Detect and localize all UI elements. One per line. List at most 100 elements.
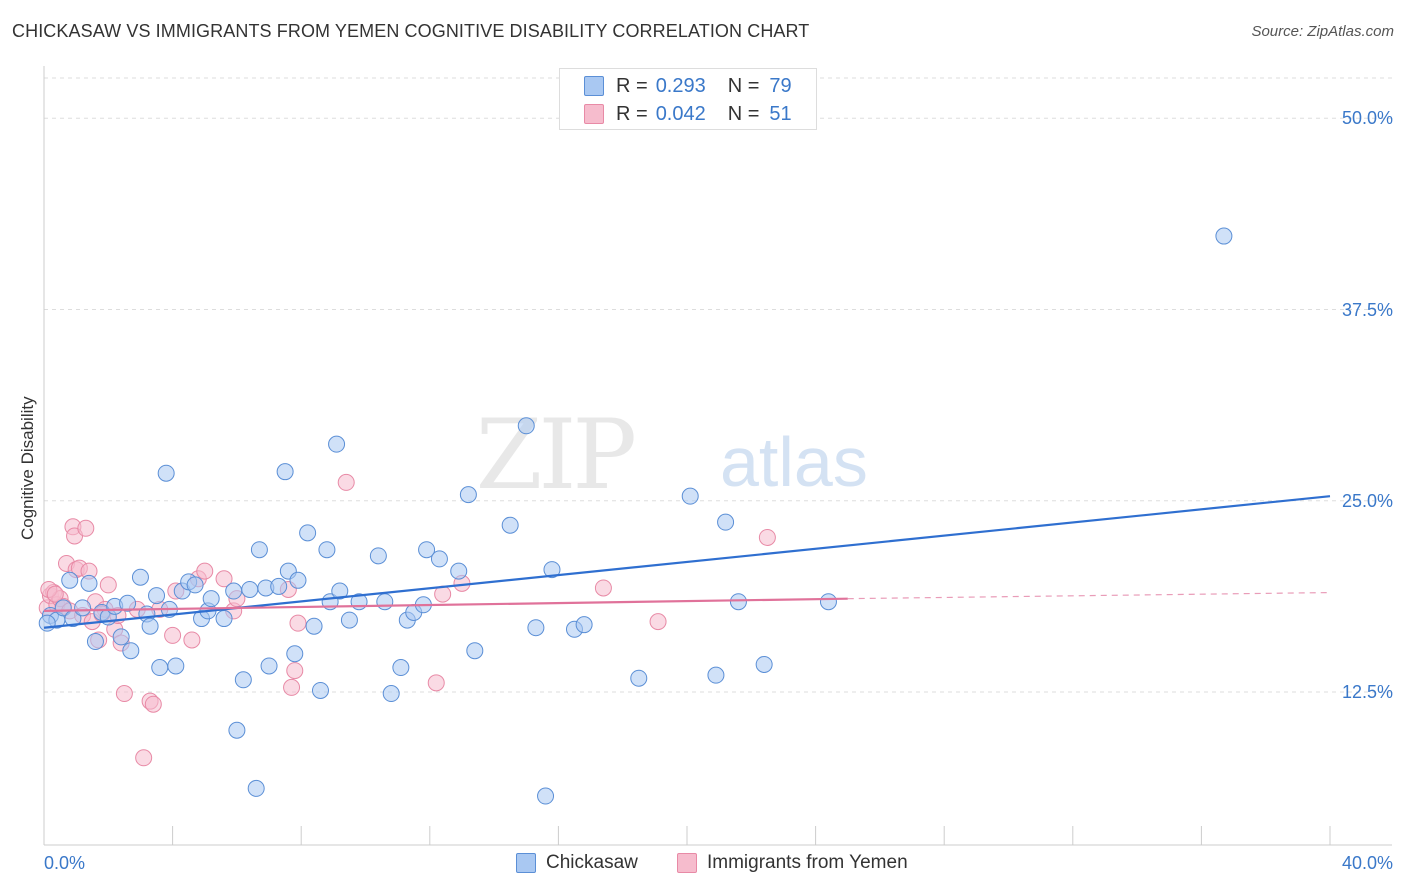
- data-point-chickasaw: [527, 619, 545, 637]
- data-point-yemen: [183, 631, 201, 649]
- x-tick-label: 0.0%: [44, 853, 86, 873]
- data-point-chickasaw: [430, 550, 448, 568]
- data-point-chickasaw: [376, 593, 394, 611]
- data-point-chickasaw: [717, 513, 735, 531]
- data-point-chickasaw: [247, 779, 265, 797]
- legend-r-value: 0.042: [655, 102, 706, 125]
- data-point-yemen: [135, 749, 153, 767]
- legend-r-label: R =: [616, 74, 648, 97]
- legend-r-label: R =: [616, 102, 648, 125]
- trend-line-yemen: [43, 597, 848, 613]
- data-point-chickasaw: [119, 594, 137, 612]
- data-point-chickasaw: [151, 659, 169, 677]
- data-point-chickasaw: [250, 541, 268, 559]
- y-tick-label: 12.5%: [1341, 682, 1393, 702]
- data-point-yemen: [289, 614, 307, 632]
- data-point-yemen: [649, 613, 667, 631]
- data-point-chickasaw: [299, 524, 317, 542]
- data-point-yemen: [283, 678, 301, 696]
- legend-n-value: 51: [769, 102, 792, 125]
- data-point-chickasaw: [328, 435, 346, 453]
- data-point-chickasaw: [112, 628, 130, 646]
- data-point-chickasaw: [331, 582, 349, 600]
- data-point-chickasaw: [681, 487, 699, 505]
- trend-line-yemen-extension: [847, 591, 1331, 600]
- data-point-chickasaw: [202, 590, 220, 608]
- series-chickasaw-points: [38, 227, 1233, 805]
- data-point-chickasaw: [167, 657, 185, 675]
- legend-row-yemen: R = 0.042 N = 51: [584, 102, 792, 126]
- data-point-chickasaw: [54, 599, 72, 617]
- data-point-chickasaw: [74, 599, 92, 617]
- data-point-chickasaw: [459, 486, 477, 504]
- data-point-yemen: [144, 695, 162, 713]
- trend-line-chickasaw: [43, 495, 1331, 629]
- data-point-chickasaw: [630, 669, 648, 687]
- data-point-yemen: [115, 685, 133, 703]
- data-point-chickasaw: [148, 587, 166, 605]
- y-tick-label: 50.0%: [1341, 108, 1393, 129]
- legend-swatch-pink: [584, 104, 604, 124]
- data-point-chickasaw: [131, 568, 149, 586]
- data-point-yemen: [337, 473, 355, 491]
- data-point-yemen: [99, 576, 117, 594]
- data-point-yemen: [196, 562, 214, 580]
- data-point-chickasaw: [225, 582, 243, 600]
- data-point-chickasaw: [157, 464, 175, 482]
- legend-n-label: N =: [727, 102, 760, 125]
- legend-n-value: 79: [769, 74, 792, 97]
- data-point-chickasaw: [286, 645, 304, 663]
- y-tick-label: 25.0%: [1341, 490, 1393, 511]
- data-point-chickasaw: [369, 547, 387, 565]
- data-point-chickasaw: [318, 541, 336, 559]
- legend-item-label: Immigrants from Yemen: [707, 852, 908, 873]
- data-point-chickasaw: [289, 571, 307, 589]
- data-point-yemen: [758, 528, 776, 546]
- data-point-chickasaw: [311, 681, 329, 699]
- data-point-chickasaw: [450, 562, 468, 580]
- watermark-zip: ZIP: [476, 399, 635, 511]
- legend-item-yemen: Immigrants from Yemen: [677, 852, 908, 874]
- data-point-chickasaw: [501, 516, 519, 534]
- stats-legend: R = 0.293 N = 79 R = 0.042 N = 51: [559, 68, 817, 130]
- legend-swatch-blue: [516, 853, 536, 873]
- data-point-chickasaw: [543, 561, 561, 579]
- data-point-yemen: [286, 662, 304, 680]
- data-point-yemen: [164, 626, 182, 644]
- data-point-chickasaw: [234, 671, 252, 689]
- data-point-chickasaw: [80, 574, 98, 592]
- data-point-chickasaw: [86, 633, 104, 651]
- data-point-chickasaw: [305, 617, 323, 635]
- data-point-chickasaw: [382, 685, 400, 703]
- data-point-yemen: [46, 585, 64, 603]
- data-point-chickasaw: [707, 666, 725, 684]
- data-point-chickasaw: [276, 463, 294, 481]
- data-point-chickasaw: [729, 593, 747, 611]
- data-point-chickasaw: [392, 659, 410, 677]
- y-tick-label: 37.5%: [1341, 299, 1393, 320]
- watermark-atlas: atlas: [720, 423, 868, 501]
- data-point-chickasaw: [537, 787, 555, 805]
- data-point-yemen: [215, 570, 233, 588]
- source-label: Source: ZipAtlas.com: [1251, 23, 1394, 40]
- legend-item-chickasaw: Chickasaw: [516, 852, 638, 874]
- data-point-chickasaw: [38, 614, 56, 632]
- data-point-chickasaw: [241, 580, 259, 598]
- data-point-chickasaw: [228, 721, 246, 739]
- legend-n-label: N =: [727, 74, 760, 97]
- data-point-chickasaw: [517, 417, 535, 435]
- data-point-yemen: [427, 674, 445, 692]
- legend-row-chickasaw: R = 0.293 N = 79: [584, 74, 792, 98]
- data-point-chickasaw: [418, 541, 436, 559]
- data-point-chickasaw: [270, 577, 288, 595]
- data-point-chickasaw: [819, 593, 837, 611]
- data-point-chickasaw: [1215, 227, 1233, 245]
- data-point-chickasaw: [122, 642, 140, 660]
- data-point-chickasaw: [340, 611, 358, 629]
- data-point-chickasaw: [260, 657, 278, 675]
- data-point-chickasaw: [61, 571, 79, 589]
- data-point-yemen: [77, 519, 95, 537]
- data-point-chickasaw: [186, 576, 204, 594]
- legend-swatch-pink: [677, 853, 697, 873]
- x-tick-label: 40.0%: [1341, 853, 1393, 873]
